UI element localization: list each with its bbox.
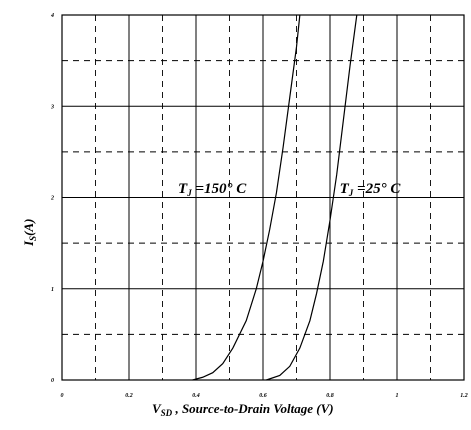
plot-frame	[61, 14, 465, 381]
x-tick-label: 0.2	[125, 393, 133, 399]
y-axis-title-main: I	[21, 240, 36, 247]
y-axis-title-rest: (A)	[21, 219, 36, 236]
x-tick-label: 1.2	[460, 393, 468, 399]
curve-label-main: T	[178, 181, 188, 197]
curves	[192, 14, 358, 381]
curve-label-tj-150c: TJ =150° C	[178, 181, 247, 198]
curve-label-sub: J	[186, 188, 192, 198]
curve-labels: TJ =150° C TJ =25° C	[178, 181, 401, 198]
x-axis-title: VSD , Source-to-Drain Voltage (V)	[152, 401, 334, 418]
x-axis-title-main: V	[152, 401, 162, 416]
x-axis-title-rest: , Source-to-Drain Voltage (V)	[172, 401, 333, 416]
curve-label-sub: J	[348, 188, 354, 198]
y-tick-label: 2	[50, 196, 54, 202]
x-tick-label: 1	[396, 393, 399, 399]
y-axis-title-sub: S	[28, 236, 38, 241]
x-tick-label: 0.8	[326, 393, 334, 399]
y-tick-label: 4	[50, 13, 54, 19]
y-tick-label: 3	[50, 104, 54, 110]
curve-label-rest: =150° C	[192, 181, 248, 197]
tick-labels: 0 0.2 0.4 0.6 0.8 1 1.2 0 1 2 3 4	[50, 13, 468, 399]
y-axis-title: IS(A)	[21, 219, 38, 247]
x-tick-label: 0.4	[192, 393, 200, 399]
x-tick-label: 0.6	[259, 393, 267, 399]
x-tick-label: 0	[61, 393, 64, 399]
grid	[62, 15, 464, 380]
series-line-tj-25c	[266, 14, 358, 381]
y-tick-label: 1	[51, 287, 54, 293]
curve-label-tj-25c: TJ =25° C	[340, 181, 402, 198]
x-axis-title-sub: SD	[161, 408, 173, 418]
curve-label-main: T	[340, 181, 350, 197]
y-tick-label: 0	[51, 378, 54, 384]
curve-label-rest: =25° C	[353, 181, 401, 197]
series-line-tj-150c	[192, 14, 301, 381]
